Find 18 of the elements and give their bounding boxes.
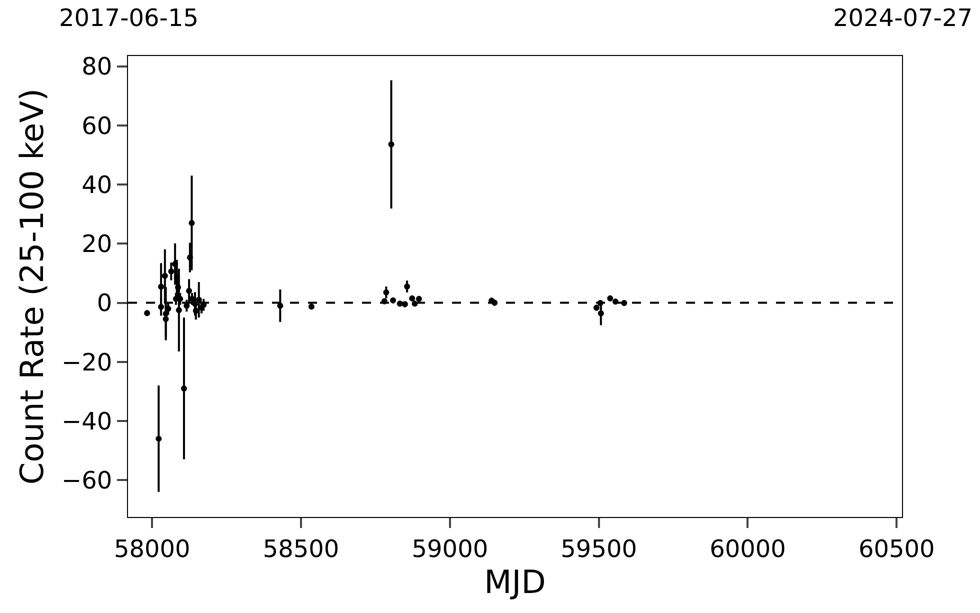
x-tick-label: 58000 [114,534,190,563]
y-tick-label: 80 [82,52,112,81]
x-tick-label: 60500 [858,534,935,563]
y-tick-label: 20 [82,230,112,258]
x-tick-label: 58500 [262,534,340,563]
y-tick-label: 40 [82,170,112,199]
y-tick-label: −60 [62,466,112,494]
x-tick-label: 60000 [710,534,786,563]
y-tick-label: 60 [82,112,112,140]
x-axis-title: MJD [484,562,546,601]
y-axis-title: Count Rate (25-100 keV) [12,88,51,485]
text: 2024-07-27 [833,4,972,32]
y-tick-label: −40 [62,407,112,436]
y-tick-label: 0 [96,289,112,318]
y-tick-label: −20 [62,348,112,376]
x-tick-label: 59500 [560,534,638,563]
x-tick-label: 59000 [412,534,488,563]
text: 2017-06-15 [59,4,198,32]
